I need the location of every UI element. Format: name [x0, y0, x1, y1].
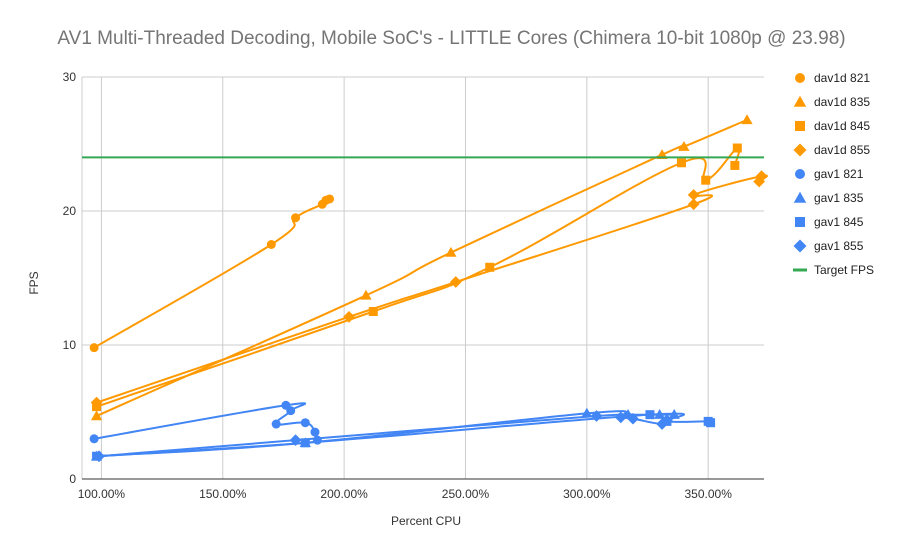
data-point-gav1-855: [590, 410, 603, 422]
data-point-gav1-855: [661, 414, 673, 426]
data-point-dav1d-835: [360, 289, 372, 300]
legend-swatch-gav1-835: [793, 191, 807, 203]
data-point-dav1d-855: [449, 276, 462, 288]
data-point-gav1-845: [706, 418, 716, 428]
data-point-gav1-821: [310, 427, 320, 437]
data-point-dav1d-855: [753, 175, 765, 188]
data-point-dav1d-821: [325, 194, 335, 204]
data-point-gav1-855: [627, 412, 639, 425]
data-point-dav1d-835: [678, 141, 690, 151]
legend: dav1d 821 dav1d 835 dav1d 845 dav1d 855 gav1…: [793, 71, 874, 277]
legend-swatch-gav1-821: [795, 169, 805, 179]
data-point-dav1d-845: [485, 262, 495, 272]
legend-label-dav1d-821: dav1d 821: [814, 71, 870, 85]
data-point-gav1-845: [300, 438, 310, 448]
legend-swatch-gav1-845: [795, 217, 805, 227]
legend-entry-dav1d-845: dav1d 845: [795, 119, 870, 133]
x-tick-label: 100.00%: [78, 487, 126, 501]
axes: 0 10 20 30 100.00% 150.00% 200.00% 250.00% 300.0…: [63, 70, 764, 501]
x-tick-label: 350.00%: [684, 487, 732, 501]
series-gav1-855: [93, 410, 673, 463]
data-point-dav1d-845: [701, 175, 711, 185]
data-point-dav1d-845: [676, 158, 686, 168]
legend-entry-gav1-855: gav1 855: [793, 239, 864, 253]
legend-entry-gav1-821: gav1 821: [795, 167, 864, 181]
legend-entry-dav1d-855: dav1d 855: [793, 143, 870, 157]
data-point-gav1-855: [614, 411, 627, 424]
series-line-gav1-845: [96, 412, 714, 458]
data-point-gav1-845: [645, 410, 655, 420]
legend-swatch-dav1d-821: [795, 73, 805, 83]
legend-label-gav1-835: gav1 835: [814, 191, 864, 205]
legend-entry-gav1-845: gav1 845: [795, 215, 864, 229]
y-tick-label: 10: [63, 338, 77, 352]
data-point-dav1d-821: [291, 213, 301, 223]
data-point-gav1-821: [271, 419, 281, 429]
legend-entry-dav1d-821: dav1d 821: [795, 71, 870, 85]
chart-title: AV1 Multi-Threaded Decoding, Mobile SoC'…: [57, 28, 846, 49]
y-tick-label: 30: [63, 70, 77, 84]
series-line-dav1d-835: [96, 118, 748, 417]
data-point-dav1d-845: [732, 143, 742, 153]
legend-entry-target-fps: Target FPS: [793, 263, 874, 277]
series-layer: [82, 114, 768, 463]
series-dav1d-855: [90, 170, 768, 409]
legend-label-dav1d-835: dav1d 835: [814, 95, 870, 109]
y-tick-label: 0: [69, 472, 76, 486]
legend-entry-dav1d-835: dav1d 835: [793, 95, 870, 109]
legend-swatch-dav1d-835: [793, 95, 807, 107]
legend-label-target-fps: Target FPS: [814, 263, 874, 277]
legend-entry-gav1-835: gav1 835: [793, 191, 864, 205]
data-point-dav1d-855: [687, 198, 700, 211]
data-point-gav1-855: [93, 450, 105, 463]
legend-swatch-dav1d-855: [793, 143, 807, 157]
data-point-dav1d-855: [343, 311, 355, 323]
x-tick-label: 300.00%: [563, 487, 611, 501]
legend-swatch-gav1-855: [793, 239, 807, 253]
series-line-dav1d-855: [96, 174, 768, 404]
series-line-dav1d-845: [96, 146, 741, 408]
legend-label-gav1-855: gav1 855: [814, 239, 864, 253]
data-point-gav1-821: [300, 418, 310, 428]
legend-swatch-dav1d-845: [795, 121, 805, 131]
data-point-dav1d-855: [687, 189, 700, 201]
legend-label-gav1-821: gav1 821: [814, 167, 864, 181]
data-point-gav1-821: [89, 434, 99, 444]
data-point-gav1-821: [286, 406, 296, 416]
data-point-dav1d-845: [730, 160, 740, 170]
y-axis-title: FPS: [27, 271, 41, 294]
y-tick-label: 20: [63, 204, 77, 218]
data-point-dav1d-855: [90, 396, 103, 409]
data-point-gav1-821: [312, 435, 322, 445]
series-dav1d-821: [89, 194, 335, 353]
legend-label-dav1d-855: dav1d 855: [814, 143, 870, 157]
x-tick-label: 150.00%: [199, 487, 247, 501]
data-point-dav1d-835: [445, 246, 457, 257]
data-point-dav1d-835: [741, 114, 753, 125]
data-point-dav1d-845: [368, 307, 378, 316]
data-point-dav1d-821: [89, 343, 99, 353]
data-point-gav1-855: [289, 434, 302, 446]
data-point-gav1-835: [581, 407, 593, 418]
data-point-dav1d-835: [90, 410, 103, 421]
data-point-dav1d-821: [266, 240, 276, 249]
legend-label-dav1d-845: dav1d 845: [814, 119, 870, 133]
series-gav1-821: [89, 400, 322, 445]
legend-label-gav1-845: gav1 845: [814, 215, 864, 229]
x-tick-label: 250.00%: [442, 487, 490, 501]
x-axis-title: Percent CPU: [391, 514, 461, 528]
x-tick-label: 200.00%: [320, 487, 368, 501]
